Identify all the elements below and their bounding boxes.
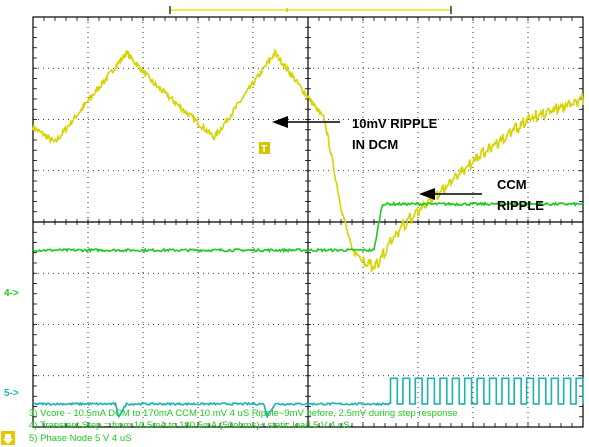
trigger-marker: T: [259, 142, 270, 155]
annotation-dcm-ripple-line2: IN DCM: [352, 137, 398, 152]
series-phase-node-line: [33, 377, 584, 419]
channel-5-info: 5) Phase Node 5 V 4 uS: [29, 433, 131, 444]
waveform-traces: [32, 47, 584, 419]
annotation-ccm-ripple-line1: CCM: [497, 177, 527, 192]
annotation-ccm-ripple-line2: RIPPLE: [497, 198, 544, 213]
annotation-ccm-ripple: CCM RIPPLE: [419, 177, 544, 213]
series-transient-step-line: [32, 201, 584, 254]
annotation-dcm-ripple: 10mV RIPPLE IN DCM: [272, 116, 438, 152]
channel-3-info: 3) Vcore - 10.5mA DCM to 170mA CCM 10 mV…: [29, 408, 458, 419]
channel-5-marker: 5->: [4, 388, 19, 399]
timebase-bracket: [169, 6, 452, 14]
trigger-marker-label: T: [261, 144, 267, 155]
channel-4-marker: 4->: [4, 288, 19, 299]
channel-4-info: 4) Transient Step = from 10.5mA to 180.5…: [29, 420, 350, 431]
graticule-grid: [32, 16, 584, 428]
annotation-dcm-ripple-line1: 10mV RIPPLE: [352, 116, 438, 131]
ground-arrow-icon: [1, 431, 15, 445]
series-vcore-line: [32, 47, 584, 274]
